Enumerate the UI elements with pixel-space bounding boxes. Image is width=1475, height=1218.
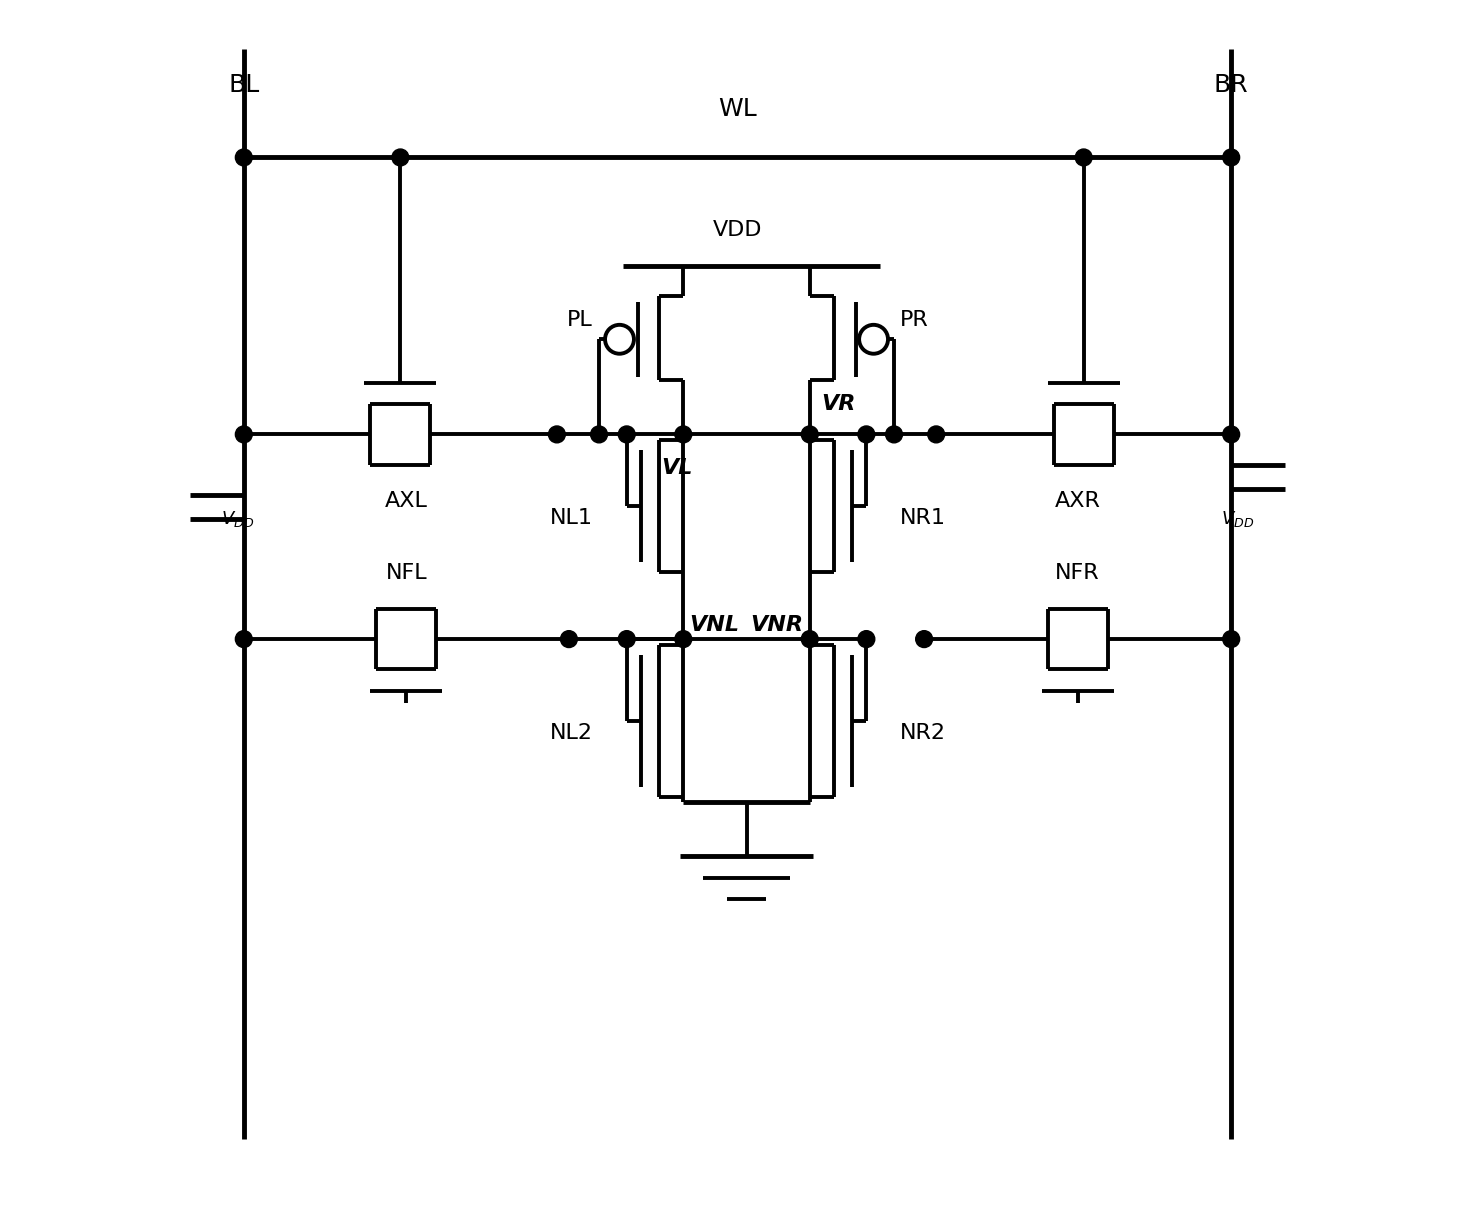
- Circle shape: [801, 426, 819, 443]
- Text: NFR: NFR: [1055, 563, 1100, 583]
- Text: NL2: NL2: [550, 723, 593, 743]
- Text: VR: VR: [822, 395, 855, 414]
- Circle shape: [605, 325, 634, 353]
- Circle shape: [885, 426, 903, 443]
- Circle shape: [928, 426, 944, 443]
- Text: BR: BR: [1214, 73, 1248, 97]
- Circle shape: [916, 631, 932, 648]
- Circle shape: [1223, 426, 1239, 443]
- Circle shape: [618, 631, 636, 648]
- Text: $V_{DD}$: $V_{DD}$: [1221, 509, 1254, 529]
- Text: VNR: VNR: [751, 615, 804, 635]
- Circle shape: [1223, 149, 1239, 166]
- Circle shape: [676, 631, 692, 648]
- Circle shape: [801, 631, 819, 648]
- Text: AXR: AXR: [1055, 491, 1100, 510]
- Circle shape: [560, 631, 577, 648]
- Text: NFL: NFL: [385, 563, 428, 583]
- Circle shape: [236, 426, 252, 443]
- Circle shape: [1223, 631, 1239, 648]
- Text: VDD: VDD: [712, 219, 763, 240]
- Circle shape: [236, 149, 252, 166]
- Text: WL: WL: [718, 97, 757, 122]
- Text: PR: PR: [900, 311, 929, 330]
- Circle shape: [236, 631, 252, 648]
- Circle shape: [618, 426, 636, 443]
- Text: NR1: NR1: [900, 508, 945, 529]
- Text: VL: VL: [662, 458, 693, 479]
- Text: AXL: AXL: [385, 491, 428, 510]
- Circle shape: [858, 631, 875, 648]
- Circle shape: [858, 325, 888, 353]
- Text: PL: PL: [568, 311, 593, 330]
- Text: $V_{DD}$: $V_{DD}$: [221, 509, 254, 529]
- Text: BL: BL: [229, 73, 260, 97]
- Text: VNL: VNL: [689, 615, 739, 635]
- Text: NL1: NL1: [550, 508, 593, 529]
- Text: NR2: NR2: [900, 723, 945, 743]
- Circle shape: [1075, 149, 1091, 166]
- Circle shape: [676, 426, 692, 443]
- Circle shape: [392, 149, 409, 166]
- Circle shape: [549, 426, 565, 443]
- Circle shape: [590, 426, 608, 443]
- Circle shape: [858, 426, 875, 443]
